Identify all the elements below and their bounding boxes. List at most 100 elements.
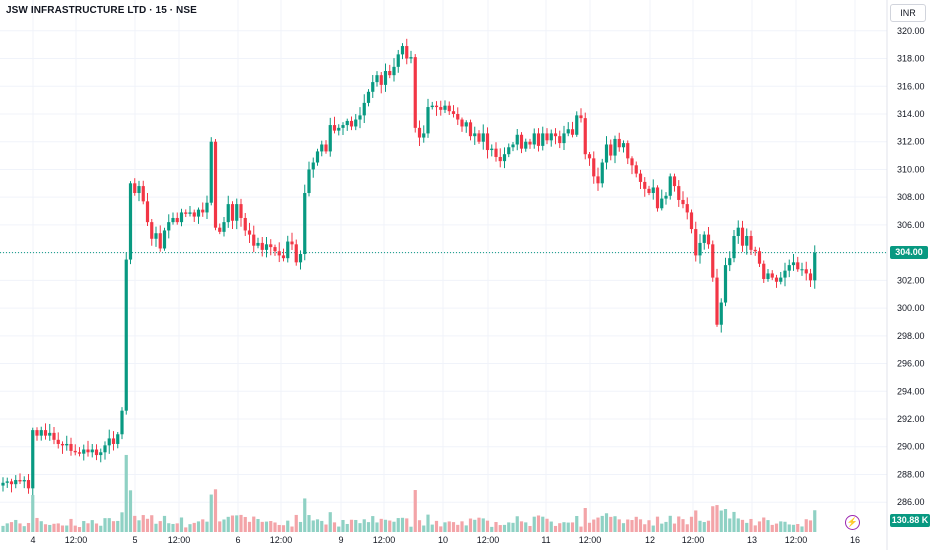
- volume-bar: [460, 521, 464, 532]
- volume-bar: [634, 516, 638, 532]
- candle-body: [111, 438, 116, 444]
- candle-body: [498, 156, 502, 162]
- volume-bar: [22, 526, 26, 532]
- volume-bar: [477, 517, 481, 532]
- candle-body: [443, 105, 447, 110]
- candle-body: [723, 265, 728, 303]
- volume-bar: [273, 522, 277, 532]
- candle-body: [286, 241, 290, 259]
- candle-body: [800, 269, 804, 271]
- candle-body: [651, 187, 655, 194]
- candle-body: [587, 154, 592, 159]
- candle-body: [685, 204, 689, 213]
- candle-body: [39, 430, 43, 436]
- candle-body: [813, 252, 817, 281]
- volume-bar: [643, 524, 647, 532]
- volume-bar: [167, 523, 171, 532]
- candle-body: [600, 162, 604, 184]
- volume-bar: [383, 519, 388, 532]
- volume-bar: [439, 526, 443, 532]
- candle-body: [349, 120, 354, 127]
- candle-body: [779, 277, 783, 282]
- candle-body: [192, 212, 196, 217]
- volume-bar: [175, 523, 179, 532]
- volume-bar: [689, 516, 694, 532]
- volume-bar: [405, 518, 409, 532]
- volume-bar: [740, 519, 745, 532]
- candle-body: [86, 449, 90, 453]
- volume-bar: [205, 521, 209, 532]
- volume-bar: [1, 525, 5, 532]
- volume-bar: [774, 523, 779, 532]
- x-tick-label: 12:00: [168, 535, 191, 545]
- y-tick-label: 312.00: [897, 137, 925, 147]
- candle-body: [698, 242, 702, 256]
- volume-bar: [528, 525, 532, 532]
- volume-bar: [587, 522, 592, 532]
- candle-body: [256, 242, 260, 246]
- volume-bar: [192, 522, 196, 532]
- volume-bar: [728, 518, 732, 532]
- candle-body: [456, 113, 460, 120]
- candle-body: [230, 204, 235, 221]
- volume-bar: [651, 525, 655, 532]
- candle-body: [22, 480, 26, 482]
- volume-bar: [201, 519, 205, 532]
- candle-body: [477, 133, 481, 142]
- volume-bar: [362, 519, 366, 532]
- y-tick-label: 318.00: [897, 54, 925, 64]
- lightning-icon[interactable]: ⚡: [845, 515, 860, 530]
- volume-bar: [451, 522, 456, 532]
- candle-body: [307, 169, 311, 194]
- volume-bar: [422, 525, 426, 532]
- volume-bar: [426, 514, 430, 532]
- volume-bar: [570, 522, 575, 532]
- volume-bar: [532, 516, 536, 532]
- currency-selector[interactable]: INR: [890, 4, 926, 22]
- candle-body: [1, 482, 5, 486]
- symbol-title[interactable]: JSW INFRASTRUCTURE LTD · 15 · NSE: [6, 5, 197, 16]
- candle-body: [14, 480, 18, 485]
- candle-body: [281, 255, 286, 259]
- candle-body: [128, 183, 133, 260]
- volume-bar: [536, 515, 541, 532]
- volume-bar: [507, 522, 511, 532]
- candle-body: [796, 262, 800, 270]
- volume-bar: [235, 515, 239, 532]
- x-tick-label: 12:00: [373, 535, 396, 545]
- volume-bar: [779, 521, 783, 532]
- candle-body: [757, 251, 762, 264]
- x-tick-label: 5: [132, 535, 137, 545]
- candle-body: [464, 122, 468, 127]
- candle-body: [668, 176, 672, 196]
- candle-body: [621, 143, 626, 148]
- volume-bar: [307, 515, 311, 532]
- volume-bar: [158, 521, 162, 532]
- candle-body: [94, 449, 99, 456]
- candle-body: [609, 144, 613, 156]
- volume-bar: [515, 516, 519, 532]
- candle-body: [604, 144, 609, 163]
- volume-bar: [562, 522, 566, 532]
- volume-bar: [519, 521, 524, 532]
- volume-bar: [141, 515, 145, 532]
- candle-body: [719, 302, 723, 325]
- candle-body: [562, 133, 566, 144]
- candle-body: [422, 133, 426, 138]
- volume-bar: [694, 510, 698, 532]
- volume-bar: [239, 514, 243, 532]
- volume-bar: [277, 524, 281, 532]
- volume-bar: [719, 510, 723, 532]
- candle-body: [507, 147, 511, 155]
- volume-bar: [804, 519, 808, 532]
- volume-bar: [524, 522, 528, 532]
- volume-bar: [396, 518, 400, 532]
- candle-body: [5, 481, 9, 483]
- volume-bar: [456, 524, 460, 532]
- volume-bar: [56, 523, 60, 532]
- volume-bar: [485, 520, 490, 532]
- candle-body: [137, 186, 141, 194]
- volume-bar: [668, 515, 672, 532]
